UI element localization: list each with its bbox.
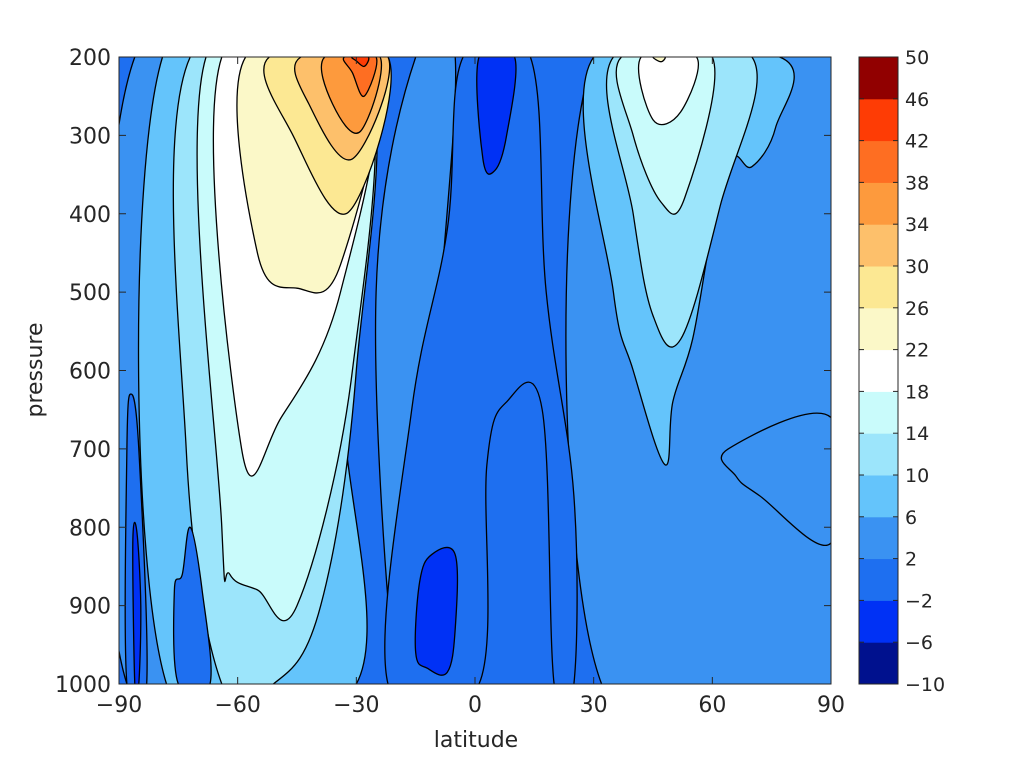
colorbar-tick-label: −10 <box>905 674 945 696</box>
x-tick-label: −90 <box>96 693 142 718</box>
colorbar-tick-label: 38 <box>905 172 929 194</box>
colorbar-tick-label: 10 <box>905 465 929 487</box>
colorbar-swatch <box>859 266 898 309</box>
colorbar-swatch <box>859 475 898 518</box>
contour-region-9 <box>342 57 378 97</box>
colorbar-swatch <box>859 391 898 434</box>
colorbar-tick-label: 22 <box>905 340 929 362</box>
y-tick-label: 300 <box>69 124 111 149</box>
y-tick-label: 500 <box>69 281 111 306</box>
colorbar-swatch <box>859 433 898 476</box>
y-tick-label: 900 <box>69 595 111 620</box>
y-tick-label: 1000 <box>55 673 111 698</box>
colorbar-tick-label: 6 <box>905 507 917 529</box>
axes: −90 −60 −30 0 30 60 90 200 300 400 500 600 700 800 900… <box>55 46 845 718</box>
colorbar-tick-label: 14 <box>905 423 929 445</box>
x-axis-label: latitude <box>434 728 518 753</box>
colorbar-tick-label: 30 <box>905 256 929 278</box>
colorbar-tick-label: −6 <box>905 632 933 654</box>
plot-area <box>119 57 831 684</box>
x-tick-label: 30 <box>580 693 608 718</box>
x-tick-label: 90 <box>817 693 845 718</box>
colorbar-swatch <box>859 140 898 183</box>
colorbar-swatch <box>859 307 898 351</box>
y-tick-label: 600 <box>69 360 111 385</box>
colorbar-tick-label: 46 <box>905 89 929 111</box>
colorbar-swatch <box>859 558 898 601</box>
x-tick-label: −60 <box>214 693 260 718</box>
contour-region-17 <box>652 57 666 63</box>
contour-region-24 <box>132 521 142 684</box>
colorbar-swatch <box>859 600 898 643</box>
contour-region-16 <box>637 57 699 126</box>
y-tick-label: 700 <box>69 438 111 463</box>
x-tick-label: −30 <box>333 693 379 718</box>
y-tick-label: 800 <box>69 516 111 541</box>
colorbar-tick-label: 42 <box>905 131 929 153</box>
y-tick-label: 400 <box>69 203 111 228</box>
colorbar-swatch <box>859 57 898 100</box>
colorbar-swatch <box>859 516 898 560</box>
contour-region-20 <box>414 546 459 676</box>
colorbar-tick-label: −2 <box>905 590 933 612</box>
contour-region-18 <box>720 412 831 546</box>
contour-region-19 <box>384 57 578 684</box>
colorbar-tick-label: 50 <box>905 47 929 69</box>
x-tick-label: 0 <box>468 693 482 718</box>
colorbar-swatch <box>859 224 898 267</box>
colorbar-tick-label: 18 <box>905 381 929 403</box>
y-tick-label: 200 <box>69 46 111 71</box>
colorbar-frame <box>858 56 899 685</box>
x-tick-label: 60 <box>698 693 726 718</box>
colorbar-tick-label: 26 <box>905 298 929 320</box>
colorbar-swatch <box>859 349 898 392</box>
y-axis-label: pressure <box>23 322 48 417</box>
colorbar-swatch <box>859 642 898 685</box>
colorbar-swatch <box>859 182 898 225</box>
colorbar-swatch <box>859 98 898 142</box>
colorbar-tick-label: 34 <box>905 214 929 236</box>
colorbar-tick-label: 2 <box>905 549 917 571</box>
contour-region-21 <box>476 57 517 175</box>
contour-region-15 <box>615 57 716 215</box>
